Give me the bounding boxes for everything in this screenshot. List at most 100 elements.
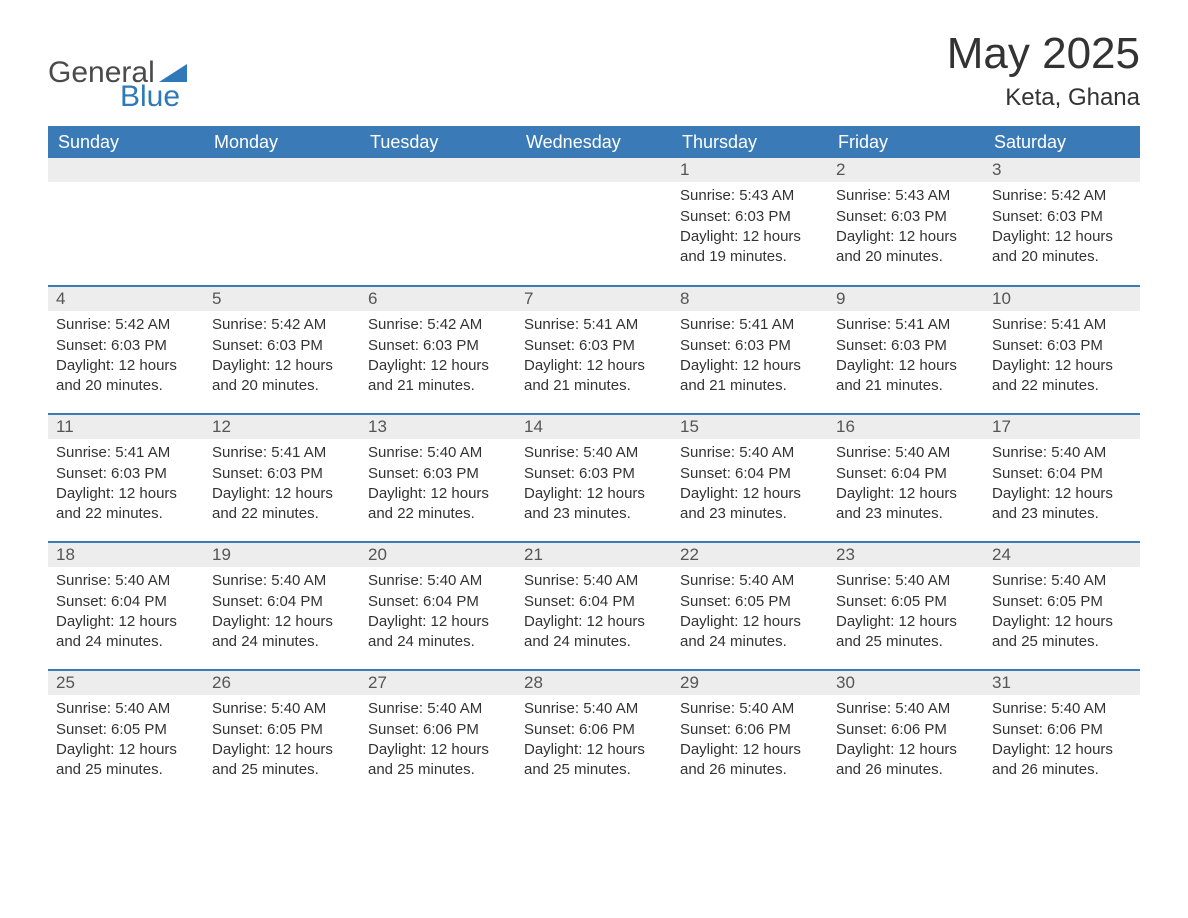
calendar-cell: 9Sunrise: 5:41 AMSunset: 6:03 PMDaylight… — [828, 286, 984, 414]
sunrise-text: Sunrise: 5:40 AM — [56, 571, 196, 591]
weekday-header: Sunday — [48, 126, 204, 158]
sunrise-text: Sunrise: 5:40 AM — [680, 571, 820, 591]
sunset-text: Sunset: 6:03 PM — [680, 336, 820, 356]
daylight-text: Daylight: 12 hours and 21 minutes. — [524, 356, 664, 397]
daylight-text: Daylight: 12 hours and 25 minutes. — [992, 612, 1132, 653]
daylight-text: Daylight: 12 hours and 23 minutes. — [836, 484, 976, 525]
calendar-cell: 17Sunrise: 5:40 AMSunset: 6:04 PMDayligh… — [984, 414, 1140, 542]
daylight-text: Daylight: 12 hours and 25 minutes. — [368, 740, 508, 781]
cell-body: Sunrise: 5:40 AMSunset: 6:05 PMDaylight:… — [828, 567, 984, 658]
daylight-text: Daylight: 12 hours and 21 minutes. — [836, 356, 976, 397]
day-number: 7 — [516, 287, 672, 311]
day-number: 4 — [48, 287, 204, 311]
sunset-text: Sunset: 6:06 PM — [836, 720, 976, 740]
day-number: 18 — [48, 543, 204, 567]
cell-body: Sunrise: 5:41 AMSunset: 6:03 PMDaylight:… — [48, 439, 204, 530]
daylight-text: Daylight: 12 hours and 24 minutes. — [524, 612, 664, 653]
day-number: 6 — [360, 287, 516, 311]
day-number: 21 — [516, 543, 672, 567]
sunset-text: Sunset: 6:04 PM — [212, 592, 352, 612]
sunrise-text: Sunrise: 5:41 AM — [680, 315, 820, 335]
sunset-text: Sunset: 6:03 PM — [212, 336, 352, 356]
daylight-text: Daylight: 12 hours and 25 minutes. — [836, 612, 976, 653]
page-header: General Blue May 2025 Keta, Ghana — [48, 30, 1140, 112]
sunrise-text: Sunrise: 5:40 AM — [368, 699, 508, 719]
day-number: 25 — [48, 671, 204, 695]
cell-body: Sunrise: 5:40 AMSunset: 6:06 PMDaylight:… — [828, 695, 984, 786]
sunset-text: Sunset: 6:04 PM — [524, 592, 664, 612]
day-number: 20 — [360, 543, 516, 567]
cell-body: Sunrise: 5:40 AMSunset: 6:04 PMDaylight:… — [48, 567, 204, 658]
calendar-cell: 30Sunrise: 5:40 AMSunset: 6:06 PMDayligh… — [828, 670, 984, 798]
daylight-text: Daylight: 12 hours and 26 minutes. — [836, 740, 976, 781]
sunset-text: Sunset: 6:04 PM — [368, 592, 508, 612]
day-number: 19 — [204, 543, 360, 567]
sunrise-text: Sunrise: 5:42 AM — [212, 315, 352, 335]
cell-body: Sunrise: 5:42 AMSunset: 6:03 PMDaylight:… — [360, 311, 516, 402]
cell-body: Sunrise: 5:40 AMSunset: 6:04 PMDaylight:… — [828, 439, 984, 530]
cell-body: Sunrise: 5:43 AMSunset: 6:03 PMDaylight:… — [828, 182, 984, 273]
calendar-cell: 14Sunrise: 5:40 AMSunset: 6:03 PMDayligh… — [516, 414, 672, 542]
logo-word-2: Blue — [120, 82, 180, 112]
calendar-cell: 18Sunrise: 5:40 AMSunset: 6:04 PMDayligh… — [48, 542, 204, 670]
sunrise-text: Sunrise: 5:40 AM — [524, 699, 664, 719]
daylight-text: Daylight: 12 hours and 24 minutes. — [56, 612, 196, 653]
calendar-cell: 25Sunrise: 5:40 AMSunset: 6:05 PMDayligh… — [48, 670, 204, 798]
sunrise-text: Sunrise: 5:41 AM — [56, 443, 196, 463]
calendar-cell: 15Sunrise: 5:40 AMSunset: 6:04 PMDayligh… — [672, 414, 828, 542]
day-number: 14 — [516, 415, 672, 439]
calendar-cell: 26Sunrise: 5:40 AMSunset: 6:05 PMDayligh… — [204, 670, 360, 798]
sunset-text: Sunset: 6:04 PM — [992, 464, 1132, 484]
sunrise-text: Sunrise: 5:40 AM — [212, 699, 352, 719]
sunrise-text: Sunrise: 5:40 AM — [836, 699, 976, 719]
day-number: 31 — [984, 671, 1140, 695]
calendar-cell: 23Sunrise: 5:40 AMSunset: 6:05 PMDayligh… — [828, 542, 984, 670]
daylight-text: Daylight: 12 hours and 22 minutes. — [992, 356, 1132, 397]
sunset-text: Sunset: 6:03 PM — [836, 336, 976, 356]
calendar-week-row: 18Sunrise: 5:40 AMSunset: 6:04 PMDayligh… — [48, 542, 1140, 670]
cell-body: Sunrise: 5:40 AMSunset: 6:04 PMDaylight:… — [360, 567, 516, 658]
calendar-body: 1Sunrise: 5:43 AMSunset: 6:03 PMDaylight… — [48, 158, 1140, 798]
calendar-cell: 31Sunrise: 5:40 AMSunset: 6:06 PMDayligh… — [984, 670, 1140, 798]
calendar-cell — [360, 158, 516, 286]
day-number — [204, 158, 360, 182]
calendar-cell: 21Sunrise: 5:40 AMSunset: 6:04 PMDayligh… — [516, 542, 672, 670]
sunrise-text: Sunrise: 5:40 AM — [680, 443, 820, 463]
sunset-text: Sunset: 6:03 PM — [56, 336, 196, 356]
day-number: 1 — [672, 158, 828, 182]
cell-body: Sunrise: 5:40 AMSunset: 6:03 PMDaylight:… — [360, 439, 516, 530]
day-number: 13 — [360, 415, 516, 439]
daylight-text: Daylight: 12 hours and 19 minutes. — [680, 227, 820, 268]
daylight-text: Daylight: 12 hours and 25 minutes. — [56, 740, 196, 781]
sunset-text: Sunset: 6:05 PM — [212, 720, 352, 740]
cell-body: Sunrise: 5:40 AMSunset: 6:06 PMDaylight:… — [984, 695, 1140, 786]
weekday-header: Wednesday — [516, 126, 672, 158]
sunset-text: Sunset: 6:05 PM — [992, 592, 1132, 612]
cell-body: Sunrise: 5:40 AMSunset: 6:06 PMDaylight:… — [516, 695, 672, 786]
calendar-cell: 28Sunrise: 5:40 AMSunset: 6:06 PMDayligh… — [516, 670, 672, 798]
sunset-text: Sunset: 6:03 PM — [836, 207, 976, 227]
calendar-cell: 13Sunrise: 5:40 AMSunset: 6:03 PMDayligh… — [360, 414, 516, 542]
calendar-week-row: 1Sunrise: 5:43 AMSunset: 6:03 PMDaylight… — [48, 158, 1140, 286]
sunset-text: Sunset: 6:04 PM — [680, 464, 820, 484]
calendar-cell: 1Sunrise: 5:43 AMSunset: 6:03 PMDaylight… — [672, 158, 828, 286]
day-number: 28 — [516, 671, 672, 695]
weekday-header-row: Sunday Monday Tuesday Wednesday Thursday… — [48, 126, 1140, 158]
daylight-text: Daylight: 12 hours and 23 minutes. — [524, 484, 664, 525]
cell-body: Sunrise: 5:40 AMSunset: 6:05 PMDaylight:… — [672, 567, 828, 658]
day-number: 15 — [672, 415, 828, 439]
sunset-text: Sunset: 6:03 PM — [992, 207, 1132, 227]
sunrise-text: Sunrise: 5:43 AM — [680, 186, 820, 206]
sunrise-text: Sunrise: 5:40 AM — [836, 443, 976, 463]
daylight-text: Daylight: 12 hours and 21 minutes. — [368, 356, 508, 397]
sunrise-text: Sunrise: 5:40 AM — [992, 699, 1132, 719]
sunset-text: Sunset: 6:03 PM — [368, 464, 508, 484]
calendar-cell — [516, 158, 672, 286]
sunrise-text: Sunrise: 5:42 AM — [368, 315, 508, 335]
sunset-text: Sunset: 6:03 PM — [212, 464, 352, 484]
day-number: 5 — [204, 287, 360, 311]
calendar-cell: 7Sunrise: 5:41 AMSunset: 6:03 PMDaylight… — [516, 286, 672, 414]
sunrise-text: Sunrise: 5:41 AM — [212, 443, 352, 463]
calendar-week-row: 25Sunrise: 5:40 AMSunset: 6:05 PMDayligh… — [48, 670, 1140, 798]
sunrise-text: Sunrise: 5:40 AM — [992, 571, 1132, 591]
